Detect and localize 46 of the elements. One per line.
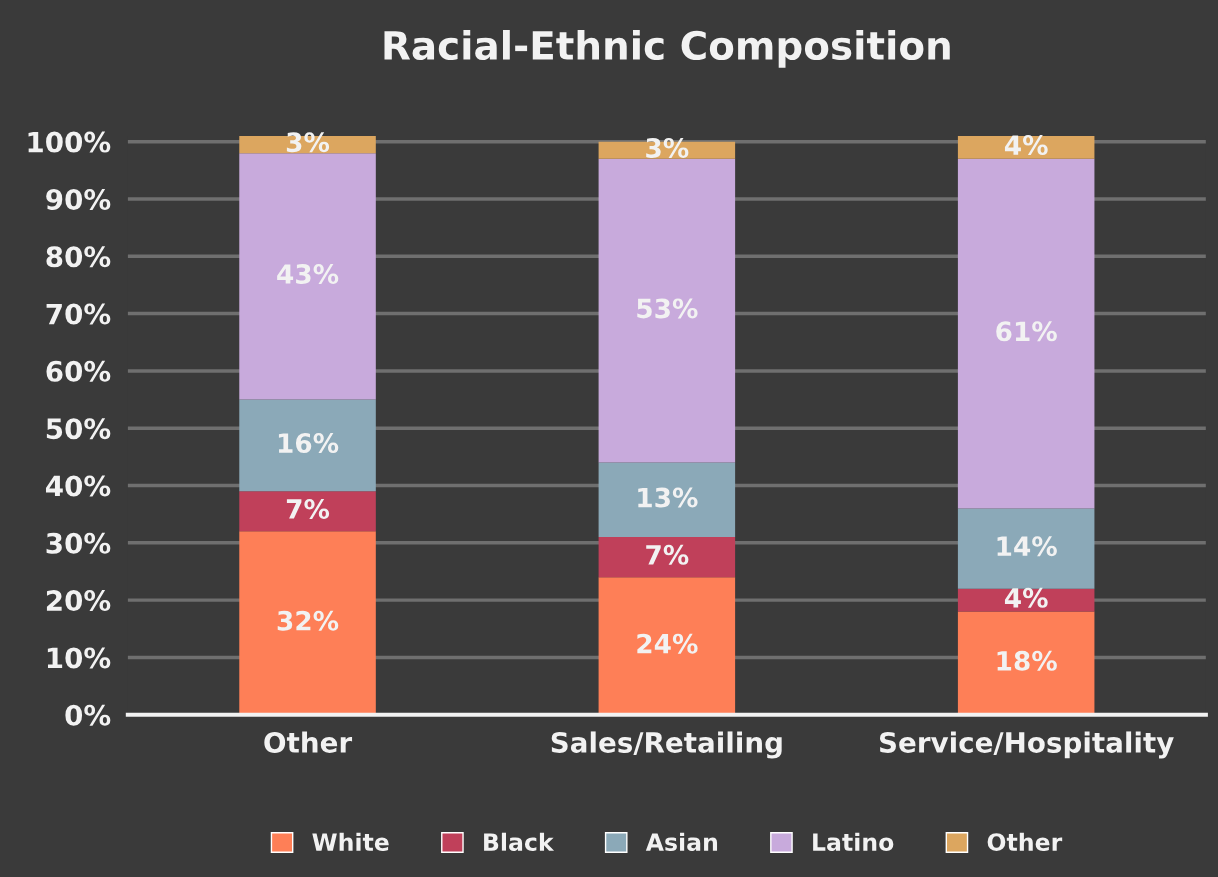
- bar: [239, 399, 376, 492]
- y-tick-label: 10%: [47, 647, 111, 669]
- data-label: 3%: [286, 132, 330, 153]
- data-label: 7%: [646, 544, 689, 565]
- y-tick-label: 50%: [46, 418, 111, 440]
- data-label: 18%: [997, 650, 1057, 671]
- data-label: 61%: [996, 321, 1057, 342]
- y-tick-label: 30%: [46, 532, 111, 554]
- data-label: 4%: [1004, 135, 1048, 156]
- y-tick-label: 0%: [65, 704, 111, 726]
- legend-label: Other: [987, 832, 1063, 851]
- bar: [598, 462, 736, 538]
- y-tick-label: 40%: [45, 475, 111, 497]
- data-label: 43%: [277, 264, 339, 284]
- data-label: 16%: [278, 433, 339, 454]
- y-tick-label: 80%: [46, 246, 111, 268]
- bar: [239, 531, 376, 715]
- data-label: 53%: [637, 298, 698, 319]
- legend-label: Black: [484, 832, 555, 851]
- x-tick-label: Other: [264, 731, 353, 753]
- data-label: 13%: [638, 487, 698, 508]
- legend-label: Latino: [813, 832, 894, 851]
- x-tick-label: Sales/Retailing: [551, 731, 782, 759]
- data-label: 24%: [637, 633, 698, 654]
- bar: [957, 611, 1095, 715]
- bar: [957, 158, 1095, 509]
- bar: [239, 153, 376, 400]
- bar: [598, 577, 736, 715]
- data-label: 3%: [646, 137, 689, 158]
- legend-label: White: [312, 832, 389, 851]
- x-tick-label: Service/Hospitality: [879, 731, 1174, 759]
- bar: [598, 537, 736, 578]
- y-tick-label: 20%: [46, 590, 111, 612]
- data-label: 32%: [277, 610, 339, 631]
- y-tick-label: 60%: [46, 360, 111, 382]
- bar: [957, 508, 1095, 589]
- y-tick-label: 90%: [46, 188, 111, 210]
- data-label: 4%: [1004, 587, 1048, 608]
- data-label: 14%: [997, 536, 1057, 557]
- chart-title: Racial-Ethnic Composition: [384, 30, 950, 68]
- bar: [598, 158, 736, 463]
- y-tick-label: 70%: [46, 303, 111, 325]
- legend-label: Asian: [645, 832, 718, 851]
- data-label: 7%: [286, 499, 330, 519]
- y-tick-label: 100%: [28, 131, 111, 153]
- bar: [239, 491, 376, 532]
